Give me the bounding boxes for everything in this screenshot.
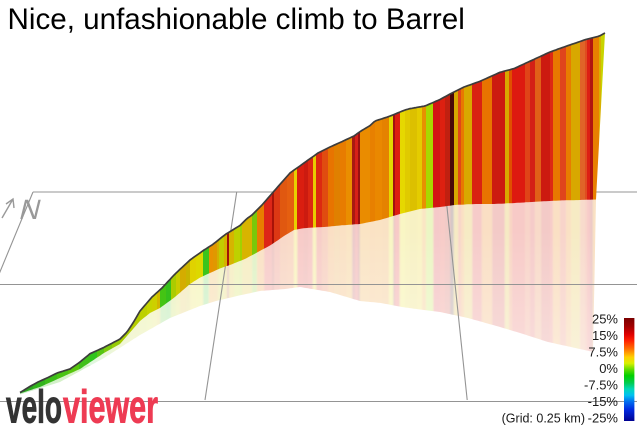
svg-text:Nice, unfashionable climb to B: Nice, unfashionable climb to Barrel [8, 3, 465, 36]
svg-text:0%: 0% [599, 361, 618, 376]
svg-text:(Grid: 0.25 km): (Grid: 0.25 km) [502, 412, 585, 426]
svg-text:viewer: viewer [63, 381, 158, 427]
svg-text:25%: 25% [592, 312, 618, 327]
svg-text:velo: velo [6, 381, 62, 427]
svg-text:-15%: -15% [588, 394, 619, 409]
svg-text:7.5%: 7.5% [588, 345, 618, 360]
svg-text:15%: 15% [592, 328, 618, 343]
svg-text:-7.5%: -7.5% [584, 378, 618, 393]
svg-text:-25%: -25% [588, 411, 619, 426]
